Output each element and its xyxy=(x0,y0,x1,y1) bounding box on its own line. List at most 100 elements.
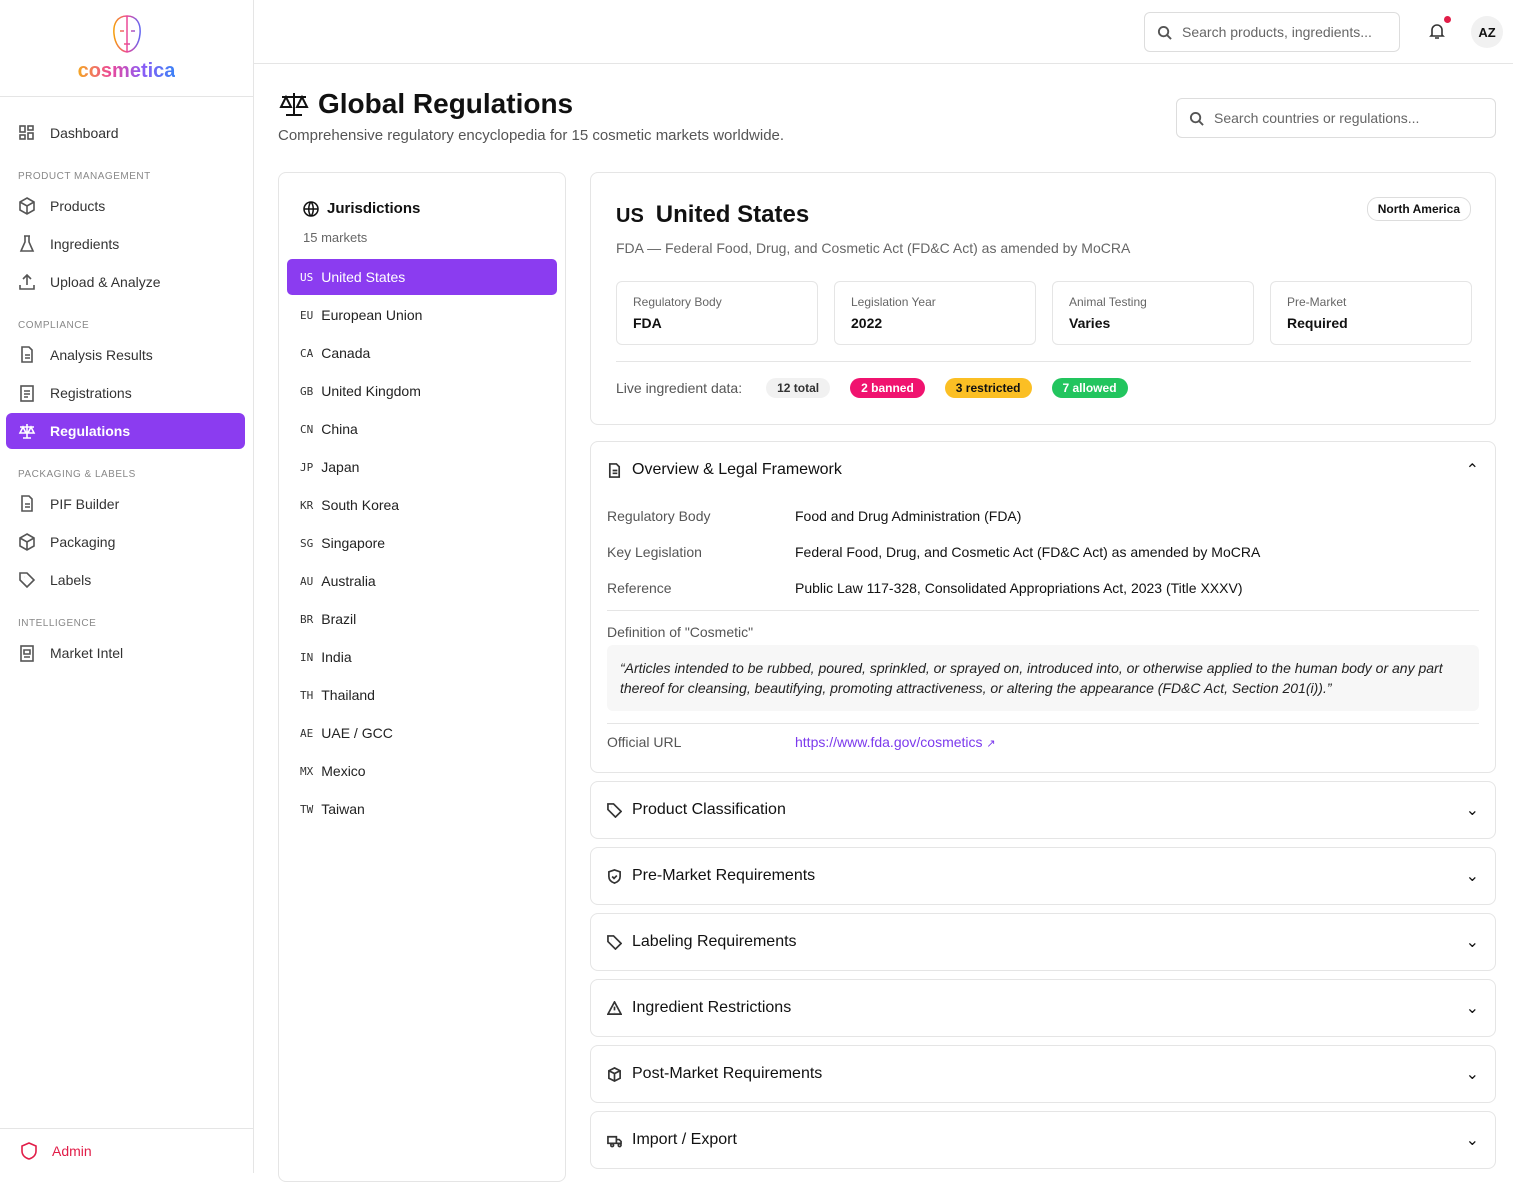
jurisdiction-item-au[interactable]: AU Australia xyxy=(287,563,557,599)
import-export-header[interactable]: Import / Export ⌄ xyxy=(591,1112,1495,1168)
row-key: Reference xyxy=(607,580,672,596)
jurisdiction-item-ae[interactable]: AE UAE / GCC xyxy=(287,715,557,751)
sidebar-section-title: PRODUCT MANAGEMENT xyxy=(18,171,151,182)
regulations-icon xyxy=(18,424,36,439)
country-code: BR xyxy=(300,612,314,626)
chevron-down-icon: ⌄ xyxy=(1465,868,1479,885)
regulation-search-input[interactable]: Search countries or regulations... xyxy=(1176,98,1496,138)
section-title: Post-Market Requirements xyxy=(632,1065,823,1082)
sidebar-item-products[interactable]: Products xyxy=(6,188,245,224)
logo[interactable]: cosmetica xyxy=(0,0,253,97)
sidebar-item-label: Packaging xyxy=(50,534,116,550)
sidebar-item-market-intel[interactable]: Market Intel xyxy=(6,635,245,671)
url-text: https://www.fda.gov/cosmetics xyxy=(795,733,983,750)
truck-icon xyxy=(607,1135,622,1147)
sidebar-item-upload-analyze[interactable]: Upload & Analyze xyxy=(6,264,245,300)
jurisdiction-item-us[interactable]: US United States xyxy=(287,259,557,295)
product-classification-header[interactable]: Product Classification ⌄ xyxy=(591,782,1495,838)
sidebar-item-labels[interactable]: Labels xyxy=(6,562,245,598)
section-title: Product Classification xyxy=(632,801,786,818)
ingredients-icon xyxy=(19,235,35,252)
dashboard-icon xyxy=(19,125,34,140)
sidebar-item-label: Products xyxy=(50,198,106,214)
sidebar-item-dashboard[interactable]: Dashboard xyxy=(6,115,245,151)
stat-value: Varies xyxy=(1069,315,1111,331)
jurisdiction-item-kr[interactable]: KR South Korea xyxy=(287,487,557,523)
sidebar-item-pif-builder[interactable]: PIF Builder xyxy=(6,486,245,522)
section-title: Import / Export xyxy=(632,1131,737,1148)
jurisdiction-item-sg[interactable]: SG Singapore xyxy=(287,525,557,561)
jurisdiction-item-eu[interactable]: EU European Union xyxy=(287,297,557,333)
post-market-requirements-header[interactable]: Post-Market Requirements ⌄ xyxy=(591,1046,1495,1102)
ingredient-restrictions-header[interactable]: Ingredient Restrictions ⌄ xyxy=(591,980,1495,1036)
pre-market-requirements-header[interactable]: Pre-Market Requirements ⌄ xyxy=(591,848,1495,904)
country-name: Brazil xyxy=(321,611,357,627)
sidebar-item-packaging[interactable]: Packaging xyxy=(6,524,245,560)
jurisdiction-item-br[interactable]: BR Brazil xyxy=(287,601,557,637)
face-logo-icon xyxy=(112,14,141,53)
row-key: Regulatory Body xyxy=(607,508,711,524)
packaging-icon xyxy=(19,533,35,551)
official-url-link[interactable]: https://www.fda.gov/cosmetics ↗ xyxy=(795,734,996,750)
shield-icon xyxy=(608,868,621,884)
sidebar-item-analysis-results[interactable]: Analysis Results xyxy=(6,337,245,373)
jurisdiction-item-ca[interactable]: CA Canada xyxy=(287,335,557,371)
jurisdiction-item-tw[interactable]: TW Taiwan xyxy=(287,791,557,827)
jurisdiction-item-mx[interactable]: MX Mexico xyxy=(287,753,557,789)
stat-card: Legislation Year 2022 xyxy=(834,281,1036,345)
registrations-icon xyxy=(20,385,34,402)
section-pre-market-requirements: Pre-Market Requirements ⌄ xyxy=(590,847,1496,905)
jurisdiction-item-jp[interactable]: JP Japan xyxy=(287,449,557,485)
overview-row: Reference Public Law 117-328, Consolidate… xyxy=(607,570,1479,606)
country-code: SG xyxy=(300,536,314,550)
allowed-badge: 7 allowed xyxy=(1051,378,1128,398)
official-url-row: Official URL https://www.fda.gov/cosmetic… xyxy=(607,723,1479,759)
country-code: AU xyxy=(300,574,314,588)
country-code: KR xyxy=(300,498,314,512)
chevron-down-icon: ⌄ xyxy=(1465,1000,1479,1017)
row-value: Public Law 117-328, Consolidated Appropr… xyxy=(795,580,1243,596)
jurisdiction-item-th[interactable]: TH Thailand xyxy=(287,677,557,713)
topbar: Search products, ingredients... AZ xyxy=(254,0,1513,64)
country-name: United States xyxy=(655,201,810,228)
country-code: US xyxy=(300,270,314,284)
country-subtitle: FDA — Federal Food, Drug, and Cosmetic A… xyxy=(616,240,1131,256)
global-search-input[interactable]: Search products, ingredients... xyxy=(1144,12,1400,52)
avatar[interactable]: AZ xyxy=(1471,16,1503,48)
labeling-requirements-header[interactable]: Labeling Requirements ⌄ xyxy=(591,914,1495,970)
sidebar-item-label: Admin xyxy=(52,1143,92,1159)
sidebar-item-regulations[interactable]: Regulations xyxy=(6,413,245,449)
country-code: AE xyxy=(300,726,314,740)
jurisdiction-item-in[interactable]: IN India xyxy=(287,639,557,675)
stat-label: Regulatory Body xyxy=(633,295,722,309)
section-title: Ingredient Restrictions xyxy=(632,999,792,1016)
country-name: India xyxy=(321,649,352,665)
jurisdiction-item-cn[interactable]: CN China xyxy=(287,411,557,447)
country-name: Japan xyxy=(321,459,360,475)
definition-label: Definition of "Cosmetic" xyxy=(607,610,1479,640)
sidebar-item-registrations[interactable]: Registrations xyxy=(6,375,245,411)
chevron-down-icon: ⌄ xyxy=(1465,1066,1479,1083)
sidebar-item-admin[interactable]: Admin xyxy=(0,1128,253,1173)
country-code: EU xyxy=(300,308,314,322)
restricted-badge: 3 restricted xyxy=(944,378,1032,398)
country-name: European Union xyxy=(321,307,423,323)
country-code: JP xyxy=(300,460,314,474)
row-key: Key Legislation xyxy=(607,544,702,560)
jurisdiction-item-gb[interactable]: GB United Kingdom xyxy=(287,373,557,409)
sidebar-item-label: Ingredients xyxy=(50,236,120,252)
overview-header[interactable]: Overview & Legal Framework ⌃ xyxy=(591,442,1495,498)
jurisdictions-title-text: Jurisdictions xyxy=(327,200,421,217)
definition-text: “Articles intended to be rubbed, poured,… xyxy=(607,645,1479,711)
bell-icon[interactable] xyxy=(1429,22,1445,40)
sidebar-item-ingredients[interactable]: Ingredients xyxy=(6,226,245,262)
section-import-export: Import / Export ⌄ xyxy=(590,1111,1496,1169)
country-code: CA xyxy=(300,346,314,360)
stat-value: FDA xyxy=(633,315,662,331)
sidebar-item-label: Analysis Results xyxy=(50,347,153,363)
country-name: Australia xyxy=(321,573,376,589)
country-code: IN xyxy=(300,650,314,664)
section-title: Pre-Market Requirements xyxy=(632,867,816,884)
sidebar-item-label: Registrations xyxy=(50,385,132,401)
search-icon xyxy=(1189,111,1204,126)
